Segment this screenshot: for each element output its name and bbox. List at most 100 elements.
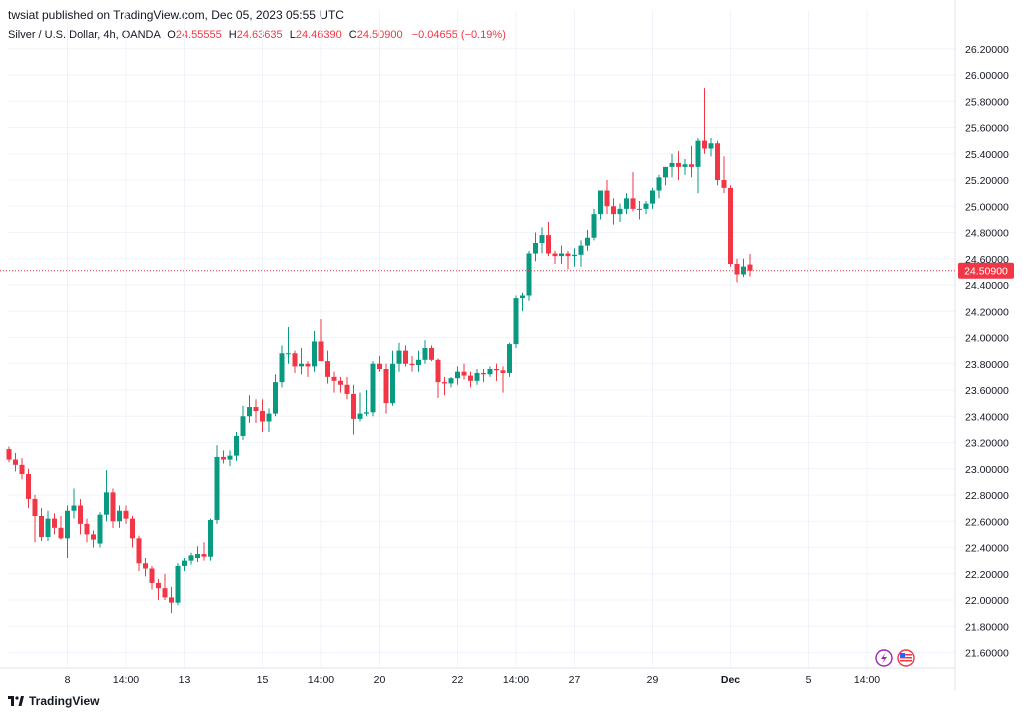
candle [227,450,233,467]
candle-body [422,348,428,360]
candle [364,390,369,417]
candle-body [312,341,317,367]
x-tick-label: 15 [257,674,269,686]
candle-body [97,514,103,544]
candle-body [136,538,142,564]
candle [435,358,441,398]
candle [461,363,467,380]
candle [487,366,493,377]
candle [110,488,116,528]
candle-body [279,353,285,383]
candle [6,446,12,463]
x-tick-label: 8 [65,674,71,686]
candle-body [286,353,291,355]
candle-body [234,435,239,456]
candle-body [442,382,447,384]
candle-body [331,376,337,381]
y-tick-label: 22.80000 [965,490,1009,502]
candle-body [598,190,603,215]
x-tick-label: 27 [569,674,581,686]
candle [643,201,649,215]
candle-body [533,243,538,254]
last-price-label: 24.50900 [964,266,1008,278]
y-tick-label: 22.20000 [965,569,1009,581]
candle [526,250,532,301]
candle-body [565,253,571,257]
candle [500,366,506,393]
candle-body [572,254,577,257]
candle [682,159,688,175]
y-tick-label: 24.40000 [965,280,1009,292]
high-value: 24.63635 [236,29,283,41]
candle [552,250,558,264]
candle [234,432,239,461]
candle [260,399,265,432]
candle [689,145,694,178]
candle-body [455,371,460,379]
candle [494,363,499,381]
candle-body [110,492,116,522]
candle-body [689,164,694,167]
candle-body [6,449,12,460]
time-axis[interactable]: 8 14:00 13 15 14:00 20 22 14:00 27 29 Dec 5 14:00 [65,674,881,686]
candle [78,498,83,535]
y-tick-label: 24.20000 [965,306,1009,318]
candle-body [364,412,369,414]
candle [65,505,70,558]
x-tick-label: 13 [179,674,191,686]
candle-body [221,456,226,460]
candle [539,227,545,254]
candle-body [552,253,558,257]
us-flag-icon[interactable] [897,649,915,667]
candle [123,505,129,524]
publish-info: twsiat published on TradingView.com, Dec… [8,8,344,22]
y-tick-label: 24.60000 [965,254,1009,266]
open-value: 24.55555 [175,29,222,41]
candle [318,319,324,362]
y-tick-label: 23.40000 [965,411,1009,423]
candle [214,445,220,524]
candle-body [578,245,584,255]
candle [175,563,181,606]
candle [702,88,707,154]
y-tick-label: 21.80000 [965,621,1009,633]
candle-body [494,369,499,371]
candle-body [611,206,616,215]
candle [370,361,376,417]
x-tick-label: 14:00 [308,674,334,686]
candle [182,558,187,572]
y-tick-label: 22.00000 [965,595,1009,607]
price-axis[interactable]: 26.20000 26.00000 25.80000 25.60000 25.40000… [965,44,1009,660]
candle-body [123,510,129,519]
candle [715,140,720,186]
candle-body [149,568,155,583]
candle-body [721,180,727,188]
candle-body [175,565,181,603]
candle-body [624,198,629,209]
candle [416,350,421,372]
candle-body [84,523,90,535]
candle [136,535,142,572]
candle [695,138,701,194]
candle [741,258,746,278]
candle-body [708,143,714,149]
candle [559,245,564,264]
candle-body [240,416,246,436]
candle-body [435,359,441,383]
candle [442,376,447,396]
candle [39,508,44,541]
candle [357,392,363,422]
candle [84,518,90,543]
candle-body [318,341,324,362]
y-tick-label: 23.00000 [965,464,1009,476]
candle-body [747,264,753,271]
candle-body [526,253,532,296]
candle [169,586,174,614]
tradingview-footer[interactable]: TradingView [8,694,99,708]
low-value: 24.46390 [295,29,342,41]
lightning-icon[interactable] [875,649,893,667]
candle-body [604,190,610,207]
candle-body [52,518,57,528]
candle-body [669,162,675,167]
